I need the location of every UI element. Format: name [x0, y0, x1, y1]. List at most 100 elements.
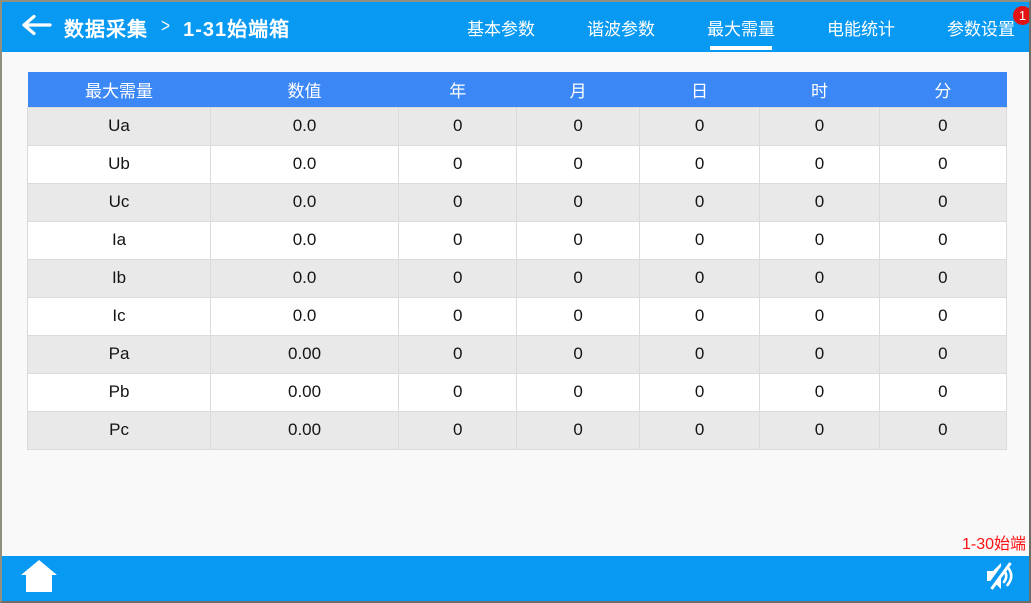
cell-year: 0 [398, 334, 518, 374]
tab-label: 基本参数 [467, 19, 535, 39]
cell-value: 0.00 [210, 334, 400, 374]
tab-label: 谐波参数 [587, 19, 655, 39]
max-demand-table: 最大需量 数值 年 月 日 时 分 Ua 0.0 0 0 0 0 0 Ub 0.… [26, 72, 1008, 450]
cell-month: 0 [516, 258, 640, 298]
bottom-bar [2, 556, 1029, 601]
tab-max-demand[interactable]: 最大需量 [707, 2, 775, 52]
cell-day: 0 [638, 410, 761, 450]
cell-label: Pc [26, 410, 212, 450]
cell-day: 0 [638, 334, 761, 374]
cell-minute: 0 [878, 296, 1008, 336]
cell-minute: 0 [878, 258, 1008, 298]
cell-year: 0 [398, 106, 518, 146]
cell-value: 0.0 [210, 296, 400, 336]
cell-year: 0 [398, 410, 518, 450]
cell-day: 0 [638, 220, 761, 260]
cell-day: 0 [638, 372, 761, 412]
cell-year: 0 [398, 220, 518, 260]
cell-label: Ua [26, 106, 212, 146]
cell-minute: 0 [878, 334, 1008, 374]
cell-month: 0 [516, 144, 640, 184]
cell-minute: 0 [878, 410, 1008, 450]
table-row: Ib 0.0 0 0 0 0 0 [26, 258, 1008, 298]
col-header-month: 月 [516, 72, 640, 107]
col-header-minute: 分 [879, 72, 1007, 107]
cell-year: 0 [398, 182, 518, 222]
cell-month: 0 [516, 296, 640, 336]
cell-day: 0 [638, 106, 761, 146]
tab-harmonic-params[interactable]: 谐波参数 [587, 2, 655, 52]
cell-day: 0 [638, 182, 761, 222]
tab-energy-stats[interactable]: 电能统计 [827, 2, 895, 52]
col-header-year: 年 [398, 72, 517, 107]
cell-day: 0 [638, 144, 761, 184]
cell-value: 0.0 [210, 220, 400, 260]
page-title: 1-31始端箱 [183, 18, 291, 41]
cell-label: Ub [26, 144, 212, 184]
cell-value: 0.0 [210, 182, 400, 222]
table-row: Ub 0.0 0 0 0 0 0 [26, 144, 1008, 184]
cell-minute: 0 [878, 372, 1008, 412]
cell-month: 0 [516, 106, 640, 146]
table-header: 最大需量 数值 年 月 日 时 分 [27, 72, 1007, 107]
cell-hour: 0 [759, 106, 880, 146]
col-header-hour: 时 [759, 72, 880, 107]
notification-badge: 1 [1013, 6, 1029, 25]
cell-minute: 0 [878, 220, 1008, 260]
cell-label: Pb [26, 372, 212, 412]
cell-year: 0 [398, 258, 518, 298]
cell-hour: 0 [759, 220, 880, 260]
cell-hour: 0 [759, 144, 880, 184]
breadcrumb: 数据采集 > 1-31始端箱 [64, 13, 290, 42]
cell-month: 0 [516, 220, 640, 260]
cell-hour: 0 [759, 334, 880, 374]
tab-label: 电能统计 [827, 19, 895, 39]
cell-value: 0.00 [210, 372, 400, 412]
breadcrumb-separator-icon: > [161, 16, 170, 37]
cell-day: 0 [638, 296, 761, 336]
cell-label: Ib [26, 258, 212, 298]
cell-year: 0 [398, 296, 518, 336]
tab-label: 参数设置 [947, 19, 1015, 39]
cell-value: 0.0 [210, 258, 400, 298]
cell-month: 0 [516, 334, 640, 374]
tab-param-settings[interactable]: 参数设置 1 [947, 2, 1029, 52]
table-body: Ua 0.0 0 0 0 0 0 Ub 0.0 0 0 0 0 0 Uc 0.0… [26, 106, 1008, 450]
tab-label: 最大需量 [707, 19, 775, 39]
cell-hour: 0 [759, 372, 880, 412]
back-button[interactable] [16, 11, 56, 43]
cell-value: 0.0 [210, 144, 400, 184]
cell-day: 0 [638, 258, 761, 298]
col-header-value: 数值 [210, 72, 399, 107]
col-header-max-demand: 最大需量 [27, 72, 211, 107]
table-row: Uc 0.0 0 0 0 0 0 [26, 182, 1008, 222]
table-row: Ua 0.0 0 0 0 0 0 [26, 106, 1008, 146]
cell-hour: 0 [759, 296, 880, 336]
table-row: Pc 0.00 0 0 0 0 0 [26, 410, 1008, 450]
cell-month: 0 [516, 182, 640, 222]
corner-status-label: 1-30始端 [961, 536, 1026, 553]
cell-hour: 0 [759, 182, 880, 222]
cell-hour: 0 [759, 258, 880, 298]
cell-year: 0 [398, 144, 518, 184]
cell-month: 0 [516, 372, 640, 412]
col-header-day: 日 [639, 72, 760, 107]
cell-label: Pa [26, 334, 212, 374]
home-button[interactable] [17, 560, 61, 598]
cell-year: 0 [398, 372, 518, 412]
cell-minute: 0 [878, 106, 1008, 146]
table-row: Pb 0.00 0 0 0 0 0 [26, 372, 1008, 412]
home-icon [19, 558, 59, 599]
tab-bar: 基本参数 谐波参数 最大需量 电能统计 参数设置 1 [467, 2, 1029, 52]
left-arrow-icon [19, 12, 53, 43]
cell-hour: 0 [759, 410, 880, 450]
top-header-bar: 数据采集 > 1-31始端箱 基本参数 谐波参数 最大需量 电能统计 参数设置 … [2, 2, 1029, 52]
table-row: Ic 0.0 0 0 0 0 0 [26, 296, 1008, 336]
cell-label: Ic [26, 296, 212, 336]
cell-minute: 0 [878, 144, 1008, 184]
cell-value: 0.0 [210, 106, 400, 146]
breadcrumb-section[interactable]: 数据采集 [64, 18, 148, 41]
mute-button[interactable] [979, 560, 1019, 597]
tab-basic-params[interactable]: 基本参数 [467, 2, 535, 52]
table-row: Ia 0.0 0 0 0 0 0 [26, 220, 1008, 260]
